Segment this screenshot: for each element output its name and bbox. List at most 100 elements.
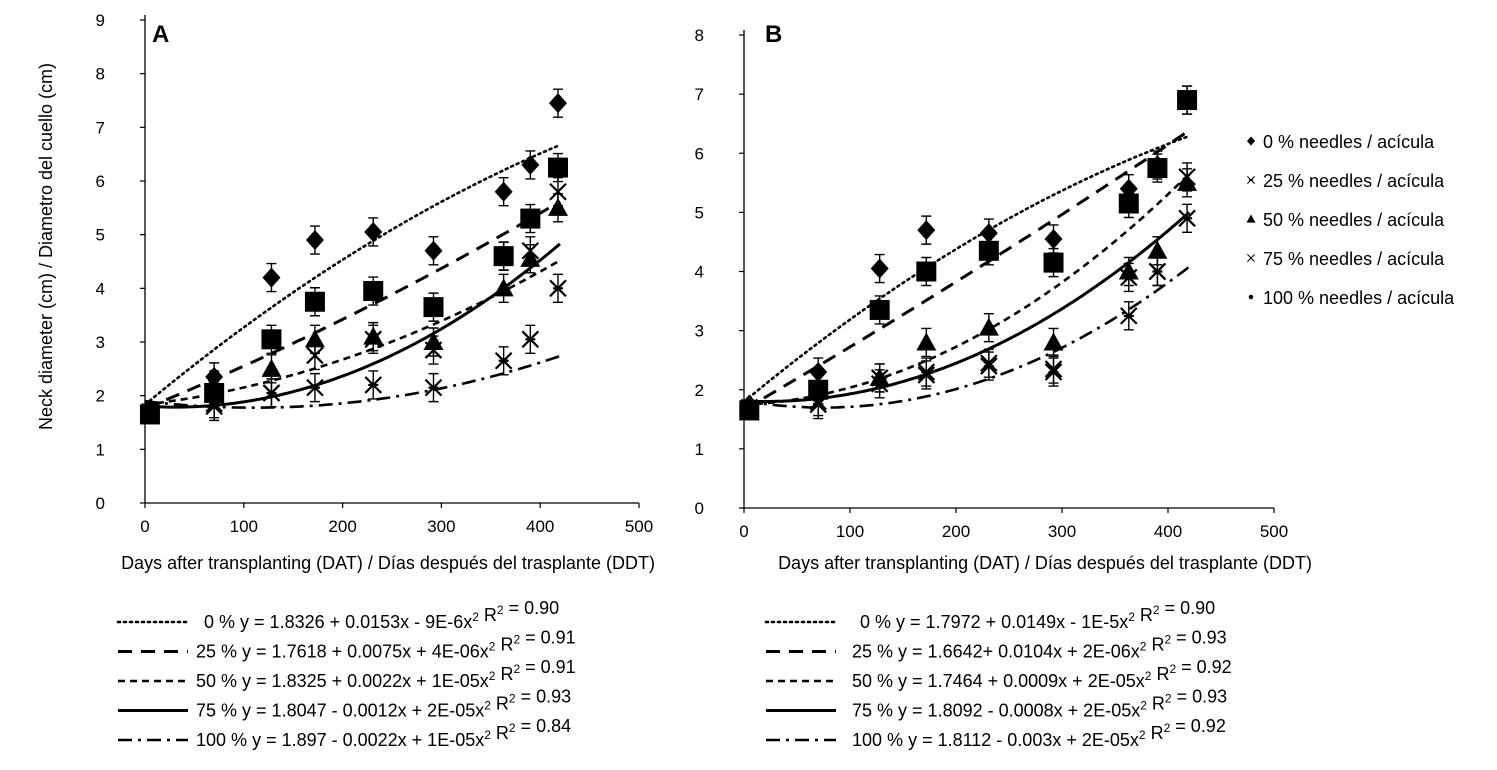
series-4 [139, 152, 568, 425]
data-point [364, 376, 383, 394]
x-tick-label: 200 [328, 517, 356, 536]
eq-sup: 2 [1153, 603, 1160, 617]
eq-label: 75 % [852, 701, 893, 721]
data-point [978, 317, 999, 336]
trend-equation: 75 % y = 1.8092 - 0.0008x + 2E-05x2 R2 =… [852, 687, 1227, 721]
legend-label: 50 % needles / acícula [1263, 210, 1445, 230]
y-tick-label: 0 [96, 494, 105, 513]
trendline-3 [144, 242, 561, 409]
x-tick-label: 300 [1048, 522, 1076, 541]
data-point [423, 297, 444, 318]
eq-equation: y = 1.8092 - 0.0008x + 2E-05x [898, 701, 1140, 721]
eq-sup: 2 [1128, 610, 1135, 624]
data-point [1147, 240, 1168, 259]
data-point [548, 93, 567, 114]
eq-equation: y = 1.6642+ 0.0104x + 2E-06x [898, 642, 1140, 662]
eq-r2-label: R [484, 605, 497, 625]
eq-r2-value: = 0.90 [1160, 598, 1216, 618]
data-point [494, 352, 513, 370]
data-point [1147, 158, 1168, 179]
data-point [1177, 90, 1198, 111]
panel-label: A [152, 21, 169, 48]
series-0 [740, 85, 1197, 415]
eq-label: 100 % [196, 730, 247, 750]
data-point [869, 299, 890, 320]
data-point [261, 358, 282, 377]
x-tick-label: 500 [625, 517, 653, 536]
data-point [521, 241, 540, 260]
data-point [808, 379, 829, 400]
eq-equation: y = 1.7972 + 0.0149x - 1E-5x [896, 612, 1128, 632]
eq-sup: 2 [1164, 721, 1171, 735]
data-point [139, 404, 160, 425]
data-point [739, 400, 760, 421]
eq-sup: 2 [484, 699, 491, 713]
eq-sup: 2 [1145, 669, 1152, 683]
y-tick-label: 0 [695, 499, 704, 518]
eq-label: 0 % [204, 612, 235, 632]
data-point [549, 279, 567, 298]
y-tick-label: 3 [96, 333, 105, 352]
eq-sup: 2 [489, 669, 496, 683]
y-tick-label: 9 [96, 11, 105, 30]
eq-sup: 2 [509, 692, 516, 706]
eq-label: 25 % [196, 642, 237, 662]
x-tick-label: 400 [1154, 522, 1182, 541]
eq-r2-value: = 0.90 [504, 598, 560, 618]
eq-equation: y = 1.7464 + 0.0009x + 2E-05x [898, 671, 1145, 691]
eq-sup: 2 [497, 603, 504, 617]
data-point [916, 332, 937, 351]
data-point [547, 157, 568, 178]
y-tick-label: 7 [96, 118, 105, 137]
trend-equation: 50 % y = 1.8325 + 0.0022x + 1E-05x2 R2 =… [196, 657, 576, 691]
data-point [521, 330, 540, 349]
eq-label: 50 % [852, 671, 893, 691]
eq-r2-value: = 0.92 [1176, 657, 1232, 677]
data-point [1044, 228, 1063, 249]
panel-label: B [765, 21, 782, 48]
trend-equation: 50 % y = 1.7464 + 0.0009x + 2E-05x2 R2 =… [852, 657, 1232, 691]
data-point [809, 362, 828, 383]
y-tick-label: 6 [96, 172, 105, 191]
eq-sup: 2 [1140, 640, 1147, 654]
y-tick-label: 4 [695, 263, 704, 282]
legend-marker [1246, 136, 1256, 146]
eq-sup: 2 [489, 640, 496, 654]
eq-label: 75 % [196, 701, 237, 721]
legend-marker [1248, 294, 1254, 300]
eq-r2-value: = 0.84 [516, 716, 572, 736]
eq-r2-label: R [500, 664, 513, 684]
trendline-0 [742, 134, 1191, 403]
x-tick-label: 100 [836, 522, 864, 541]
data-point [1120, 307, 1138, 325]
trend-equation: 100 % y = 1.8112 - 0.003x + 2E-05x2 R2 =… [852, 716, 1226, 750]
trend-equation: 25 % y = 1.7618 + 0.0075x + 4E-06x2 R2 =… [196, 628, 576, 662]
data-point [1118, 193, 1139, 214]
data-point [306, 346, 324, 365]
x-tick-label: 500 [1260, 522, 1288, 541]
data-point [1178, 209, 1196, 228]
legend-marker [1247, 176, 1255, 184]
eq-r2-label: R [500, 635, 513, 655]
data-point [978, 240, 999, 261]
data-point [493, 278, 514, 297]
eq-label: 100 % [852, 730, 903, 750]
eq-sup: 2 [513, 633, 520, 647]
eq-r2-value: = 0.91 [520, 628, 576, 648]
series-4 [739, 85, 1198, 421]
data-point [261, 329, 282, 350]
data-point [917, 366, 936, 384]
y-axis-label: Neck diameter (cm) / Diametro del cuello… [36, 63, 56, 430]
y-tick-label: 5 [695, 203, 704, 222]
y-tick-label: 1 [96, 440, 105, 459]
legend-marker [1246, 214, 1256, 223]
trendline-4 [743, 265, 1191, 409]
data-point [979, 223, 998, 244]
data-point [364, 330, 383, 349]
data-point [363, 281, 384, 302]
data-point [870, 375, 889, 393]
x-tick-label: 100 [230, 517, 258, 536]
data-point [1043, 332, 1064, 351]
data-point [547, 197, 568, 216]
data-point [1044, 360, 1063, 378]
